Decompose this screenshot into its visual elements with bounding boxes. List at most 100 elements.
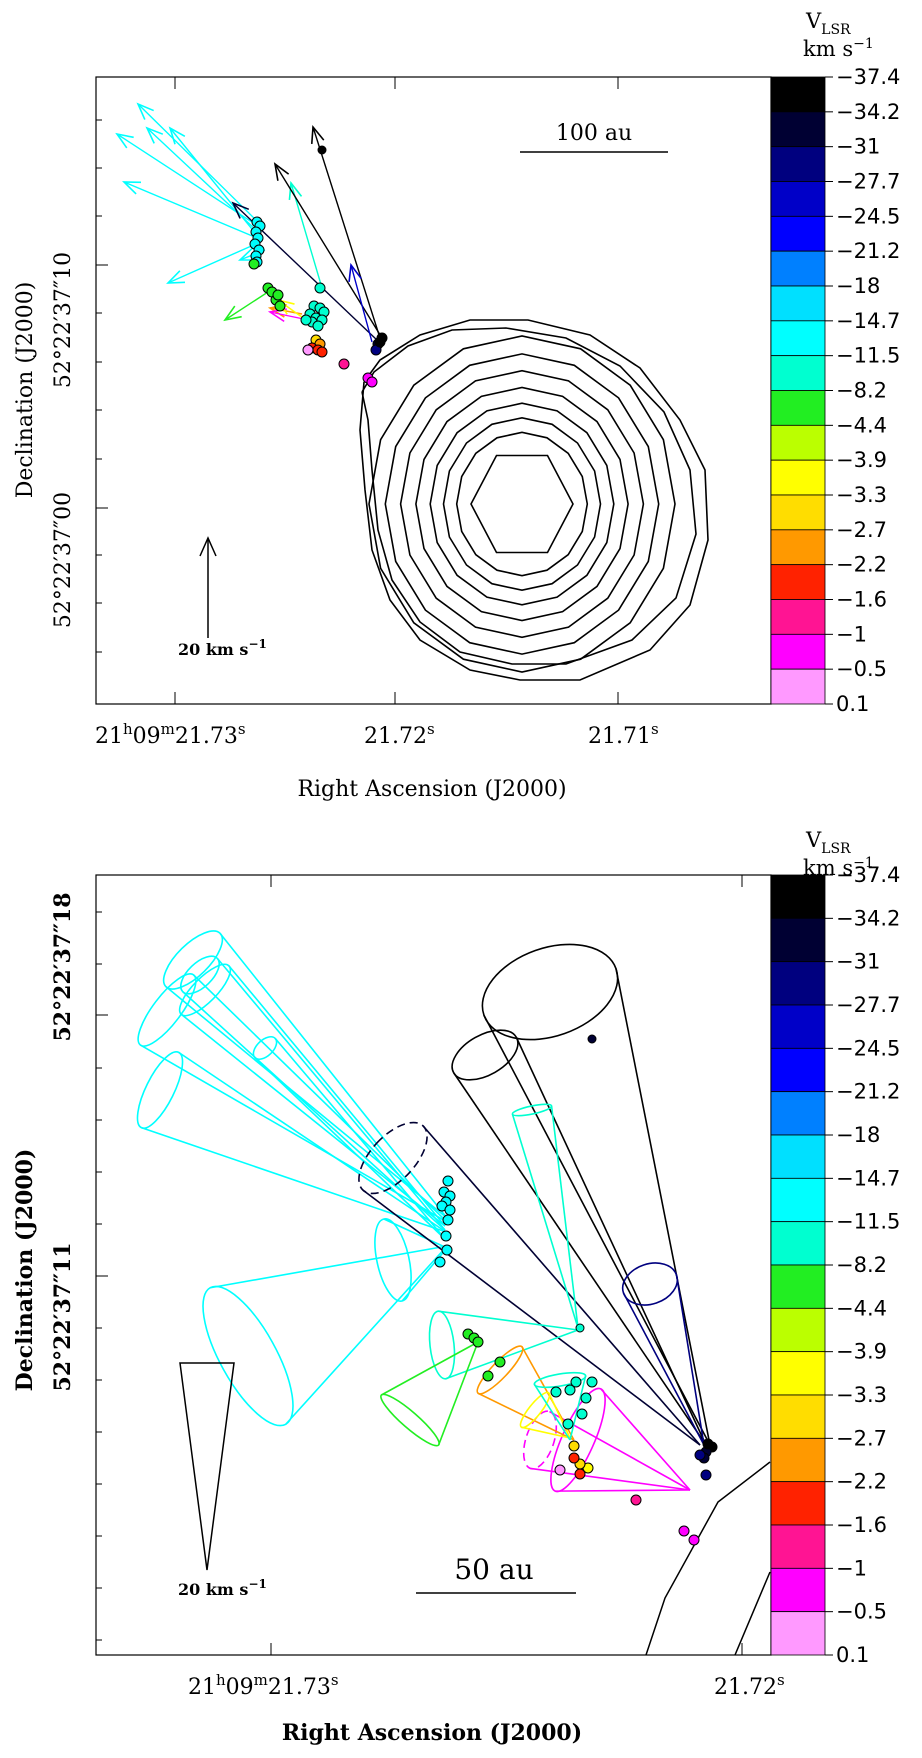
- colorbar-swatch: [770, 529, 826, 566]
- panel-1-colorbar: −37.4 −34.2 −31 −27.7 −24.5 −21.2 −18 −14.7 −11.…: [770, 65, 900, 716]
- colorbar-value-label: −1.6: [836, 1513, 887, 1537]
- colorbar-swatch: [770, 390, 826, 426]
- colorbar-value-label: −37.4: [836, 863, 900, 887]
- colorbar-swatch: [770, 1481, 826, 1526]
- colorbar-value-label: −34.2: [836, 906, 900, 930]
- colorbar-value-label: −2.2: [836, 553, 887, 577]
- cone-edge: [438, 1310, 579, 1331]
- panel-1-ylabel: Declination (J2000): [13, 282, 38, 499]
- cone-edge: [550, 1105, 579, 1329]
- colorbar-swatch: [770, 181, 826, 217]
- continuum-contour-edge: [645, 1461, 771, 1656]
- cone-edge: [254, 1057, 447, 1241]
- maser-spot: [702, 1438, 714, 1450]
- maser-spot: [314, 282, 326, 294]
- colorbar-value-label: −11.5: [836, 344, 900, 368]
- maser-spots: [434, 1034, 718, 1546]
- cone-ellipse: [358, 1121, 428, 1195]
- colorbar-swatch: [770, 1091, 826, 1136]
- cone-edge: [422, 1125, 701, 1446]
- proper-motion-arrow: [350, 264, 373, 343]
- cone-edge: [533, 1383, 571, 1441]
- colorbar-value-label: −11.5: [836, 1210, 900, 1234]
- maser-spot: [694, 1449, 706, 1461]
- cone-ellipse: [180, 955, 220, 995]
- maser-spot: [688, 1534, 700, 1546]
- cone-ellipse: [522, 1410, 558, 1470]
- cone-ellipse: [550, 1387, 606, 1493]
- cone-ellipse: [137, 973, 197, 1047]
- panel-2-ylabel: Declination (J2000): [12, 1149, 38, 1392]
- colorbar-swatch: [770, 1177, 826, 1223]
- colorbar-value-label: −1: [836, 1556, 867, 1580]
- maser-spot: [570, 1376, 582, 1388]
- colorbar-value-label: −4.4: [836, 413, 887, 437]
- proper-motion-arrow: [123, 181, 258, 239]
- colorbar-value-label: −27.7: [836, 993, 900, 1017]
- colorbar-value-label: −2.7: [836, 518, 887, 542]
- cone-edge: [521, 1426, 571, 1439]
- colorbar-swatch: [770, 494, 826, 531]
- panel-2-colorbar-units: km s−1: [803, 855, 874, 880]
- cone-ellipse: [511, 1103, 553, 1117]
- proper-motion-arrow: [290, 182, 323, 289]
- panel-1-velocity-scale: 20 km s−1: [178, 536, 267, 659]
- maser-spot: [472, 1336, 484, 1348]
- colorbar-value-label: 0.1: [836, 1643, 869, 1667]
- cone-edge: [453, 1072, 707, 1446]
- arrow-head: [136, 102, 154, 120]
- arrow-head: [115, 132, 134, 149]
- cone-ellipse: [252, 1035, 278, 1061]
- cone-edge: [548, 1392, 571, 1439]
- arrow-head: [223, 305, 242, 322]
- panel-2-scalebar-label: 50 au: [454, 1553, 533, 1586]
- cone-edge: [182, 991, 446, 1231]
- svg-text:20 km s−1: 20 km s−1: [178, 637, 267, 659]
- maser-spot: [568, 1452, 580, 1464]
- cone-edge: [216, 957, 446, 1231]
- maser-spot: [494, 1356, 506, 1368]
- panel-2-colorbar: −37.4 −34.2 −31 −27.7 −24.5 −21.2 −18 −14.7 −11.…: [770, 863, 900, 1667]
- maser-spot: [248, 258, 260, 270]
- colorbar-swatch: [770, 459, 826, 496]
- cone-ellipse: [533, 1371, 587, 1389]
- cone-edge: [285, 1245, 448, 1425]
- colorbar-swatch: [770, 1264, 826, 1309]
- colorbar-swatch: [770, 355, 826, 391]
- colorbar-swatch: [770, 668, 826, 705]
- arrow-head: [145, 126, 164, 144]
- colorbar-swatch: [770, 215, 826, 252]
- contour-level: [442, 416, 602, 592]
- panel-1-xtick-label: 21h09m21.73s: [95, 720, 246, 749]
- panel-2-velocity-exp: −1: [248, 1577, 266, 1591]
- colorbar-value-label: −3.9: [836, 448, 887, 472]
- colorbar-value-label: −21.2: [836, 1080, 900, 1104]
- cone-ellipse: [380, 1393, 440, 1447]
- panel-1-xtick-label: 21.71s: [588, 720, 659, 749]
- colorbar-value-label: −0.5: [836, 1600, 887, 1624]
- colorbar-swatch: [770, 1524, 826, 1569]
- colorbar-value-label: −14.7: [836, 1166, 900, 1190]
- cone-ellipse: [621, 1262, 679, 1306]
- colorbar-value-label: −18: [836, 274, 880, 298]
- colorbar-value-label: −31: [836, 950, 880, 974]
- maser-spot: [568, 1440, 580, 1452]
- colorbar-value-label: 0.1: [836, 692, 869, 716]
- colorbar-swatch: [770, 1047, 826, 1093]
- colorbar-swatch: [770, 1394, 826, 1439]
- maser-spot: [338, 358, 350, 370]
- contour-level: [415, 386, 629, 622]
- maser-spot: [274, 300, 286, 312]
- cone-ellipse: [428, 1310, 456, 1380]
- cone-edge: [228, 965, 446, 1227]
- colorbar-swatch: [770, 111, 826, 148]
- cone-ellipse: [162, 930, 224, 990]
- cone-ellipse: [451, 1029, 519, 1081]
- panel-1-velocity-exp: −1: [248, 637, 266, 651]
- colorbar-value-label: −2.2: [836, 1470, 887, 1494]
- panel-2-ytick-label: 52°22′37″18: [50, 892, 76, 1041]
- colorbar-swatch: [770, 1567, 826, 1613]
- maser-spot: [678, 1525, 690, 1537]
- cone-edge: [622, 1292, 705, 1446]
- panel-2-ytick-label: 52°22′37″11: [50, 1242, 76, 1391]
